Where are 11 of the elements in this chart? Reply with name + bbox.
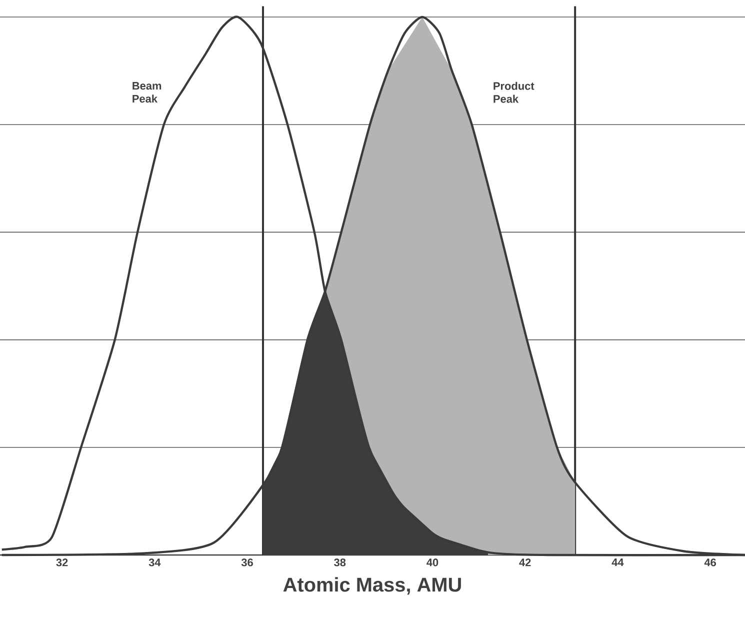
text: Product Peak [494,82,534,103]
x-tick-label: 46 [704,558,716,566]
x-tick-label: 38 [334,558,346,566]
x-tick-label: 32 [56,558,68,566]
x-tick-label: 44 [612,558,624,566]
x-tick-label: 36 [241,558,253,566]
x-tick-label: 40 [426,558,438,566]
x-axis-title: Atomic Mass, AMU [283,577,461,595]
x-tick-label: 42 [519,558,531,566]
series-label: Beam Peak [132,82,162,103]
x-tick-label: 34 [148,558,161,566]
